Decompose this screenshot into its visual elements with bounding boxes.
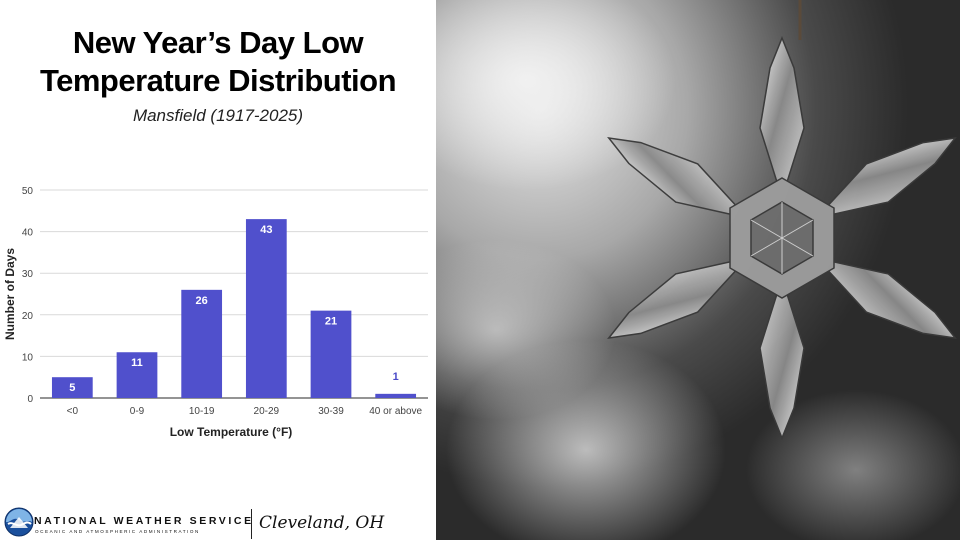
- snowflake-ornament-icon: [436, 0, 960, 540]
- chart-title-line2: Temperature Distribution: [39, 63, 397, 98]
- bar-value-label: 11: [131, 357, 143, 369]
- x-tick-label: 30-39: [318, 406, 344, 417]
- bar-value-label: 1: [393, 371, 399, 383]
- bar: [245, 219, 287, 398]
- snowflake-photo: [436, 0, 960, 540]
- y-tick-label: 20: [22, 311, 34, 322]
- agency-subtitle: OCEANIC AND ATMOSPHERIC ADMINISTRATION: [35, 529, 200, 534]
- noaa-logo-icon: [4, 507, 34, 537]
- bar: [51, 377, 93, 398]
- bar-value-label: 21: [325, 316, 337, 328]
- bar: [181, 289, 223, 398]
- x-tick-label: 10-19: [189, 406, 215, 417]
- office-name: Cleveland, OH: [259, 513, 385, 533]
- bar-value-label: 43: [260, 224, 272, 236]
- x-tick-label: 0-9: [130, 406, 145, 417]
- x-tick-label: 40 or above: [369, 406, 422, 417]
- footer-branding: NATIONAL WEATHER SERVICE OCEANIC AND ATM…: [0, 505, 436, 541]
- y-tick-label: 30: [22, 269, 34, 280]
- bar-value-label: 26: [196, 295, 208, 307]
- bar: [375, 393, 417, 398]
- footer-divider: [251, 509, 252, 539]
- bar: [310, 310, 352, 398]
- y-axis-label: Number of Days: [3, 248, 17, 340]
- bar-chart: 0 10 20 30 40 50 5 <0 11 0-9 26 10-19 43 20-29 21 30-39…: [3, 186, 428, 439]
- x-tick-label: <0: [67, 406, 79, 417]
- chart-title-line1: New Year’s Day Low: [72, 25, 364, 60]
- y-tick-label: 0: [27, 394, 33, 405]
- y-tick-label: 40: [22, 228, 34, 239]
- bar: [116, 352, 158, 398]
- agency-name: NATIONAL WEATHER SERVICE: [34, 515, 254, 527]
- y-tick-label: 10: [22, 352, 34, 363]
- y-tick-label: 50: [22, 186, 34, 197]
- x-tick-label: 20-29: [254, 406, 280, 417]
- x-axis-label: Low Temperature (°F): [170, 425, 293, 439]
- chart-subtitle: Mansfield (1917-2025): [132, 106, 304, 125]
- bar-value-label: 5: [69, 382, 75, 394]
- left-panel: New Year’s Day Low Temperature Distribut…: [0, 0, 436, 540]
